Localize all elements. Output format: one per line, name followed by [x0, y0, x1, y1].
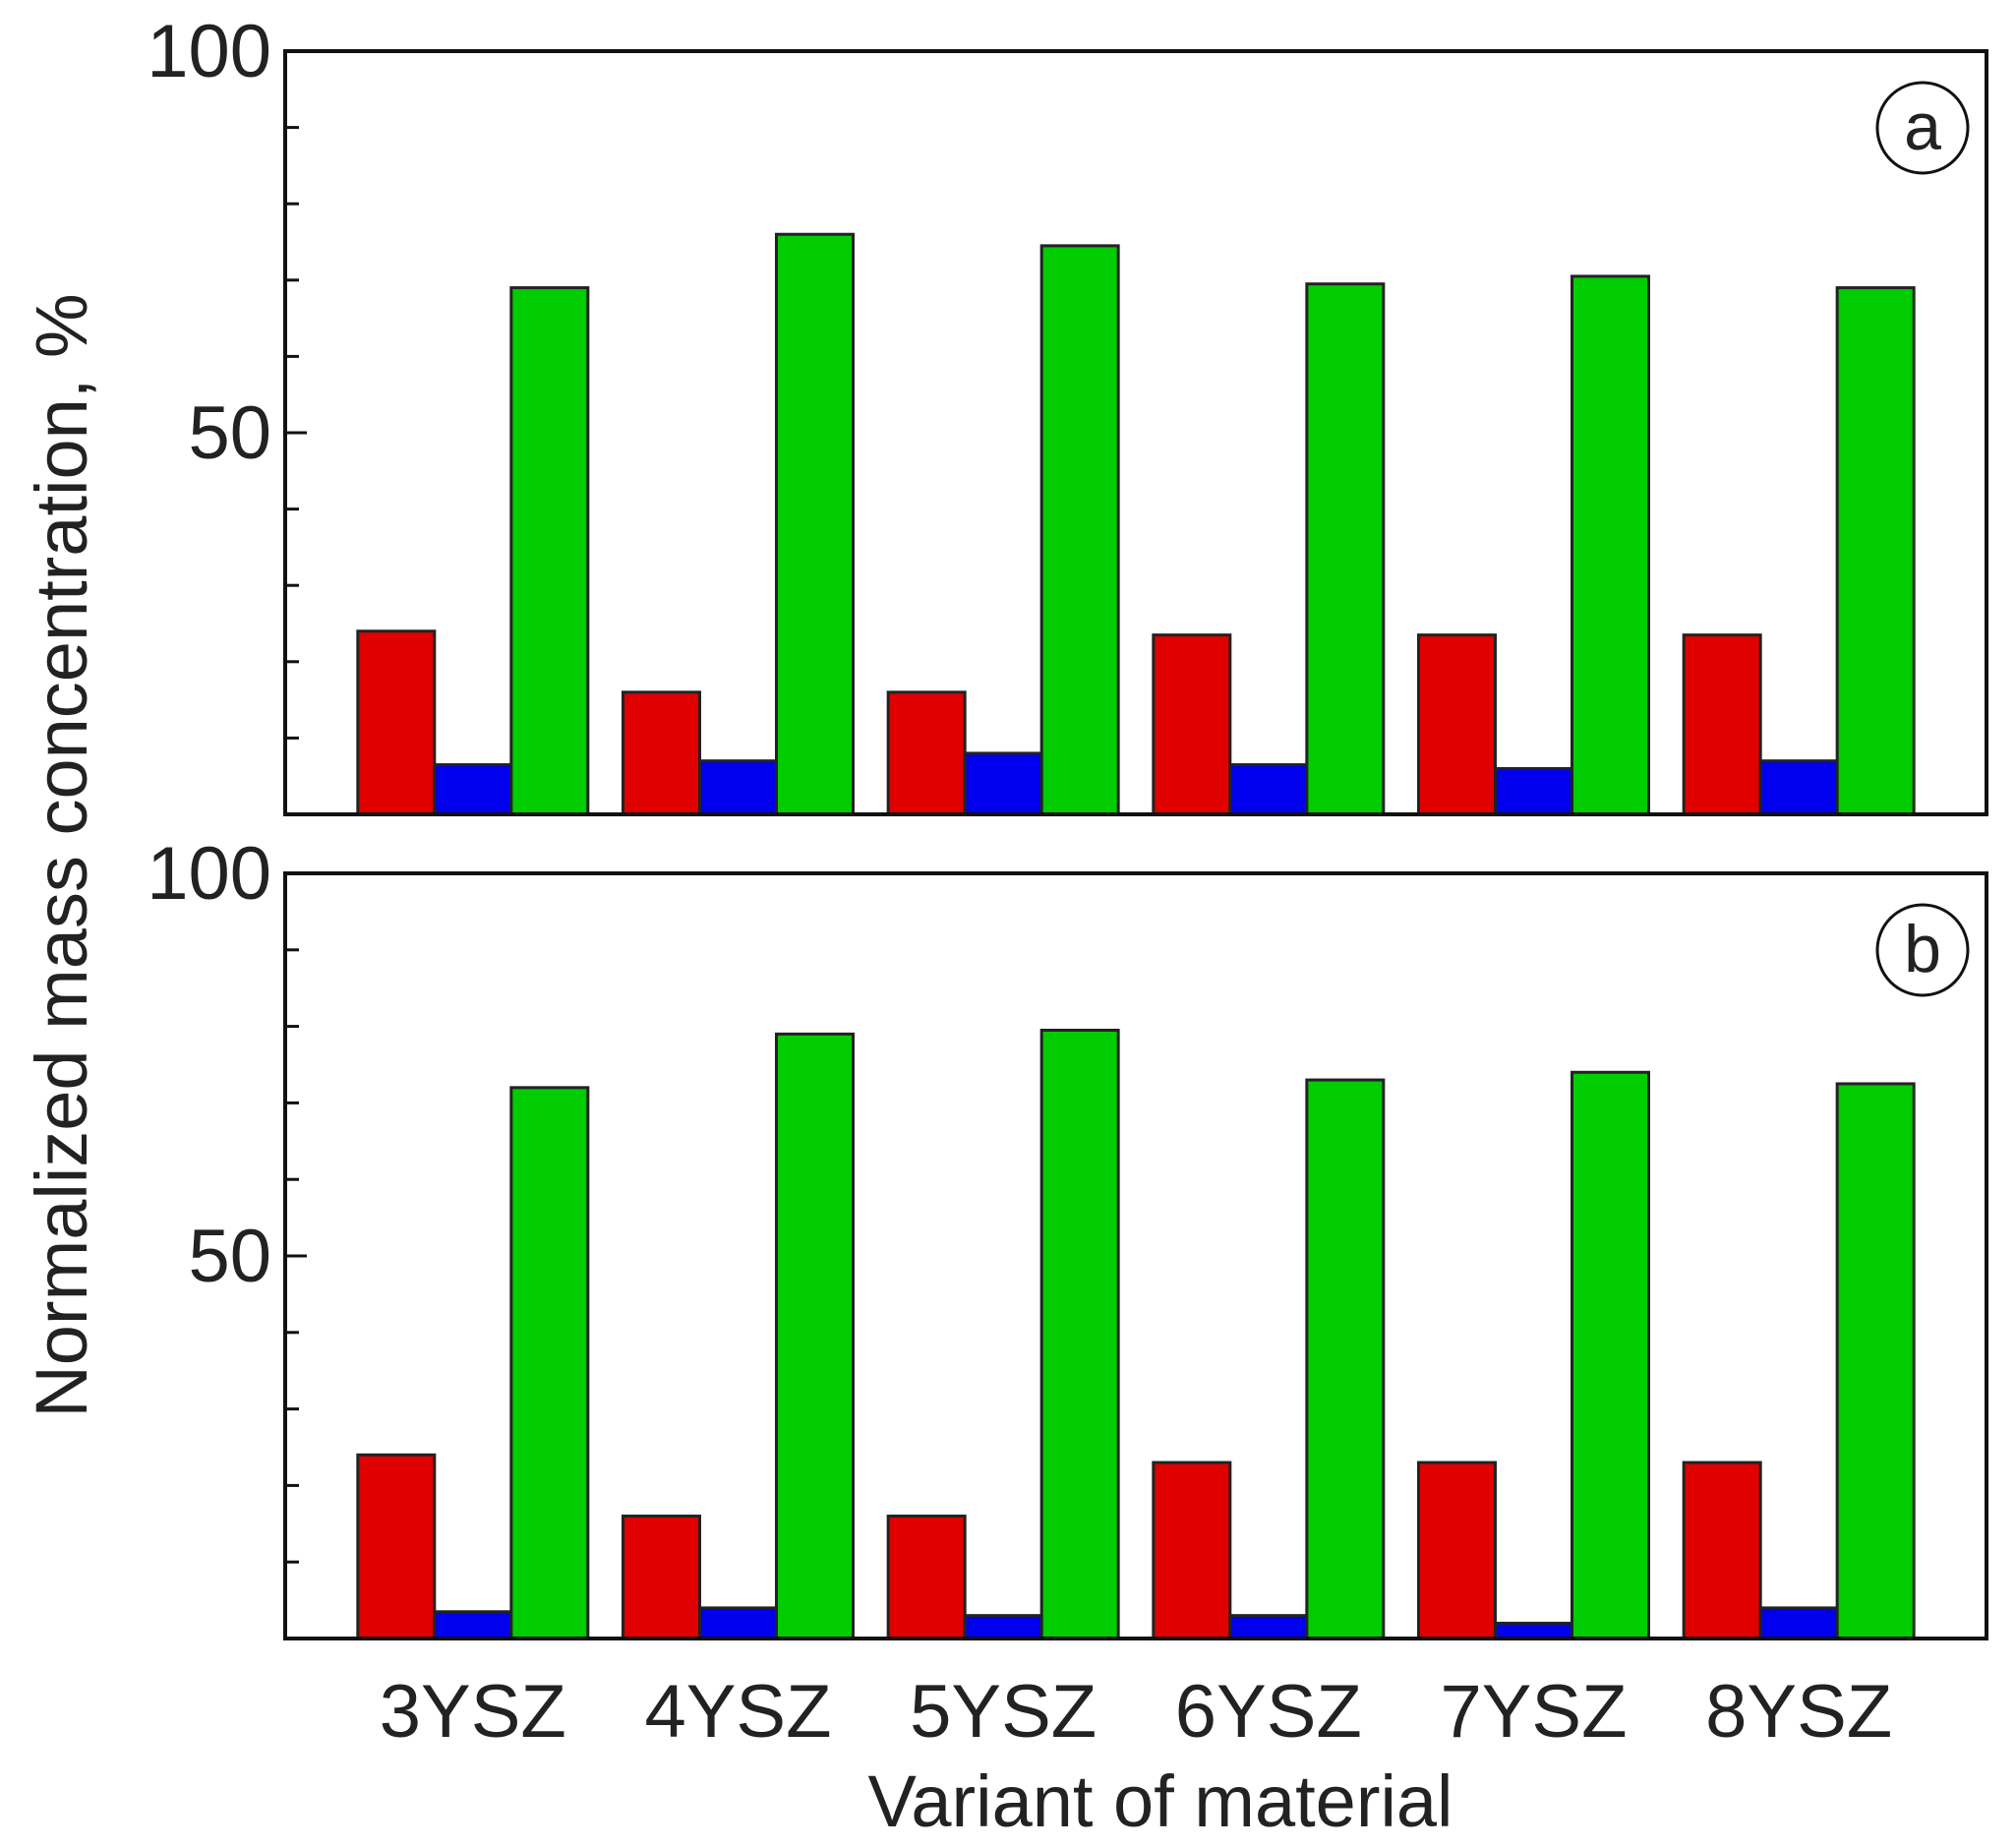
panel-b: 50 100 b 3YSZ 4YSZ 5YSZ 6YSZ 7YSZ 8YSZ — [147, 832, 1988, 1754]
bar-a-3YSZ-green — [509, 286, 590, 816]
bar-b-4YSZ-blue — [698, 1606, 778, 1640]
panel-letter: a — [1904, 89, 1941, 164]
panel-letter-circle — [1875, 81, 1970, 175]
bar-b-6YSZ-blue — [1228, 1614, 1309, 1640]
bar-b-7YSZ-blue — [1494, 1621, 1573, 1640]
bar-b-7YSZ-green — [1571, 1070, 1650, 1640]
x-tick-label: 4YSZ — [644, 1670, 831, 1754]
bar-a-8YSZ-blue — [1758, 759, 1839, 816]
bar-a-5YSZ-blue — [963, 751, 1043, 816]
panel-letter-circle — [1875, 903, 1970, 997]
plot-frame — [283, 871, 1988, 1640]
bar-a-6YSZ-red — [1152, 633, 1232, 816]
bar-a-6YSZ-blue — [1228, 763, 1309, 816]
y-tick-label: 50 — [188, 1215, 271, 1298]
plot-frame — [283, 49, 1988, 816]
bar-b-8YSZ-green — [1835, 1082, 1916, 1640]
bar-a-8YSZ-green — [1835, 286, 1916, 816]
bar-b-5YSZ-green — [1039, 1028, 1120, 1640]
bar-b-3YSZ-green — [509, 1086, 590, 1640]
bar-b-7YSZ-red — [1417, 1461, 1497, 1640]
y-axis-title: Normalized mass concentration, % — [21, 293, 102, 1417]
bar-a-3YSZ-red — [356, 629, 437, 816]
bar-b-4YSZ-red — [622, 1515, 701, 1640]
bar-a-4YSZ-red — [622, 690, 701, 816]
x-tick-label: 7YSZ — [1440, 1670, 1627, 1754]
bar-b-6YSZ-green — [1305, 1078, 1386, 1640]
x-tick-label: 3YSZ — [380, 1670, 566, 1754]
bar-a-4YSZ-blue — [698, 759, 778, 816]
x-tick-label: 8YSZ — [1705, 1670, 1892, 1754]
bar-b-8YSZ-red — [1682, 1461, 1762, 1640]
y-tick-label: 50 — [188, 391, 271, 475]
bar-a-5YSZ-green — [1039, 244, 1120, 816]
bar-a-7YSZ-blue — [1494, 766, 1573, 816]
bar-b-3YSZ-blue — [433, 1610, 513, 1640]
bar-a-8YSZ-red — [1682, 633, 1762, 816]
bar-a-6YSZ-green — [1305, 282, 1386, 816]
bar-b-5YSZ-red — [886, 1515, 967, 1640]
bar-b-4YSZ-green — [775, 1032, 855, 1640]
bar-b-5YSZ-blue — [963, 1614, 1043, 1640]
panel-letter: b — [1904, 912, 1941, 986]
x-axis-title: Variant of material — [868, 1760, 1453, 1842]
bar-a-3YSZ-blue — [433, 763, 513, 816]
bar-a-7YSZ-green — [1571, 274, 1650, 816]
bar-b-6YSZ-red — [1152, 1461, 1232, 1640]
bar-b-3YSZ-red — [356, 1453, 437, 1640]
bar-b-8YSZ-blue — [1758, 1606, 1839, 1640]
y-tick-label: 100 — [147, 10, 271, 93]
bar-a-5YSZ-red — [886, 690, 967, 816]
x-tick-label: 5YSZ — [910, 1670, 1097, 1754]
y-tick-label: 100 — [147, 832, 271, 916]
bar-a-4YSZ-green — [775, 232, 855, 816]
bar-a-7YSZ-red — [1417, 633, 1497, 816]
x-tick-label: 6YSZ — [1175, 1670, 1362, 1754]
panel-a: 50 100 a — [147, 10, 1988, 816]
